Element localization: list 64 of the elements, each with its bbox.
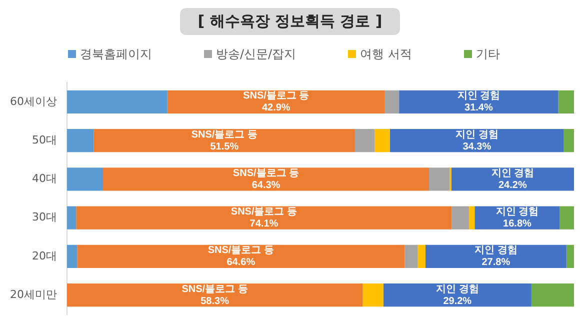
bar [399,90,558,114]
text: SNS/블로그 등 [243,90,310,102]
bar [384,90,400,114]
data-label: 31.4% [464,102,493,114]
bar [66,168,103,191]
bar [564,128,574,152]
data-label: 16.8% [503,218,532,230]
y-tick-label: 40대 [32,172,57,186]
bar [418,244,426,268]
bar [66,206,76,230]
chart-title: [ 해수욕장 정보획득 경로 ] [180,8,400,34]
series-label: 지인 경험 [474,245,518,256]
data-label: 29.2% [443,296,472,307]
bar [428,168,450,191]
bar [390,128,564,152]
bar [452,206,470,230]
bar [451,168,574,191]
bar [383,283,532,307]
bar [558,90,574,114]
data-label: 24.2% [498,180,527,191]
text: SNS/블로그 등 [182,284,248,295]
bar [566,244,574,268]
text: SNS/블로그 등 [232,168,300,179]
text: 지인 경험 [457,90,500,102]
bar [362,283,384,307]
bar [560,206,574,230]
text: 지인 경험 [491,168,534,179]
bar [66,128,94,152]
bar [469,206,475,230]
text: 지인 경험 [496,206,539,218]
text: SNS/블로그 등 [230,206,298,218]
bar [66,90,168,114]
bar [354,128,375,152]
bar [102,168,429,191]
data-label: 64.3% [252,180,280,191]
data-label: 27.8% [482,257,510,268]
series-label: SNS/블로그 등 [208,245,274,256]
bar [404,244,418,268]
bar [66,244,78,268]
legend-label: 여행 서적 [360,46,412,62]
data-label: 64.6% [226,257,256,268]
bar [374,128,390,152]
legend-label: 방송/신문/잡지 [216,46,296,62]
text: 지인 경험 [436,284,479,295]
y-tick-label: 60세이상 [10,94,57,108]
y-tick-label: 30대 [32,210,57,224]
data-label: 74.1% [250,218,278,230]
data-label: 51.5% [210,141,239,152]
legend-label: 기타 [476,46,500,62]
y-tick-label: 20대 [32,249,57,262]
bar [167,90,385,114]
bar [77,244,405,268]
bar [66,283,363,307]
legend-label: 경북홈페이지 [80,46,152,62]
text: 지인 경험 [456,129,498,140]
data-label: 58.3% [200,296,230,307]
bar [531,283,574,307]
data-label: 34.3% [462,141,492,152]
bar [76,206,452,230]
data-label: 42.9% [262,102,290,114]
y-tick-label: 20세미만 [10,288,57,301]
y-tick-label: 50대 [32,133,57,146]
bar [94,128,355,152]
text: SNS/블로그 등 [191,129,258,140]
